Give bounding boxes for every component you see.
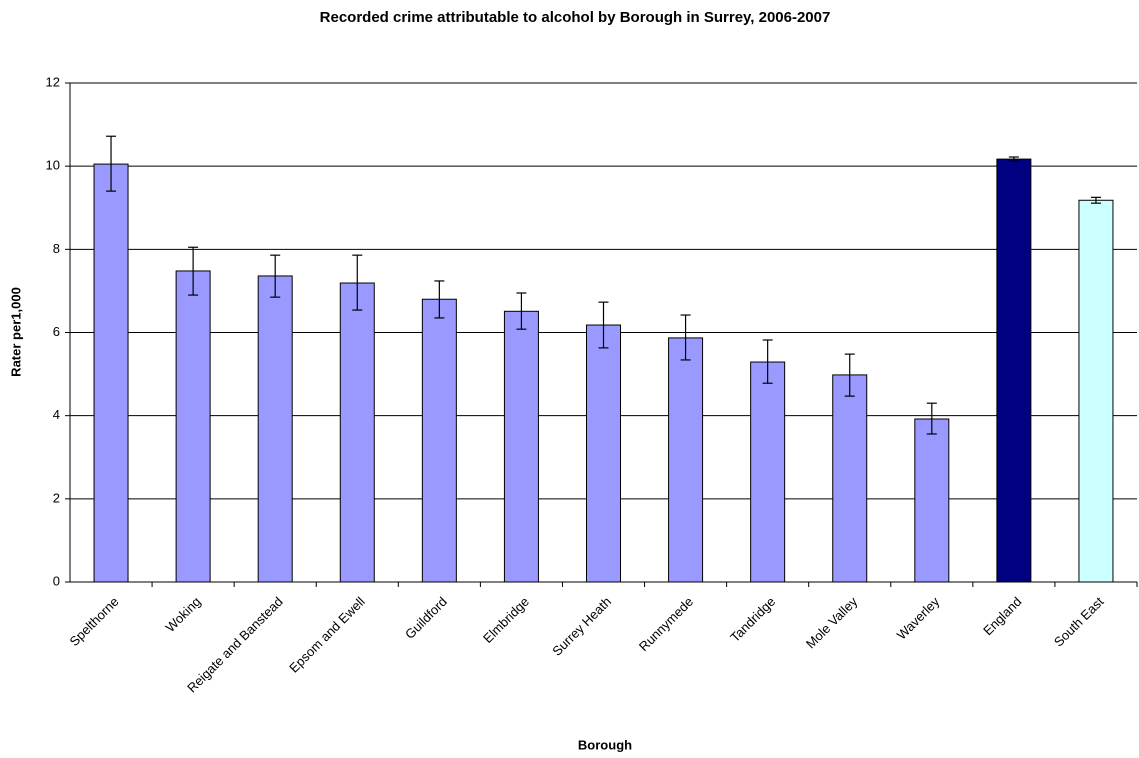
error-bar	[762, 339, 773, 384]
y-tick-label: 8	[53, 241, 60, 256]
error-bar	[188, 246, 199, 296]
x-tick-label: Runnymede	[636, 594, 696, 654]
error-bar	[106, 135, 117, 192]
x-tick-label: Elmbridge	[480, 594, 532, 646]
bar	[503, 310, 539, 583]
error-bar	[516, 292, 527, 330]
x-tick-label: Guildford	[402, 594, 450, 642]
y-tick-label: 0	[53, 573, 60, 588]
x-tick-label: Surrey Heath	[549, 594, 614, 659]
bar	[339, 282, 375, 583]
x-tick-label: Mole Valley	[803, 594, 861, 652]
bar	[257, 275, 293, 583]
error-bar	[352, 254, 363, 311]
x-tick-label: Tandridge	[727, 594, 778, 645]
bar	[996, 158, 1032, 583]
x-tick-label: South East	[1051, 594, 1107, 650]
bar	[421, 298, 457, 583]
error-bar	[926, 402, 937, 435]
bar	[668, 337, 704, 583]
x-tick-label: Epsom and Ewell	[286, 594, 368, 676]
x-tick-label: Reigate and Banstead	[184, 594, 286, 696]
y-tick-label: 2	[53, 490, 60, 505]
error-bar	[1090, 196, 1101, 204]
x-tick-label: Spelthorne	[67, 594, 122, 649]
bar	[1078, 199, 1114, 583]
bar	[832, 374, 868, 583]
error-bar	[680, 314, 691, 361]
y-tick-label: 12	[46, 74, 60, 89]
y-axis-title: Rater per1,000	[8, 287, 23, 377]
x-axis-title: Borough	[578, 737, 632, 752]
bar	[914, 418, 950, 583]
error-bar	[270, 254, 281, 298]
bar	[586, 324, 621, 583]
error-bar	[598, 301, 609, 349]
error-bar	[844, 353, 855, 397]
x-tick-label: England	[980, 594, 1024, 638]
x-tick-label: Waverley	[894, 594, 943, 643]
x-tick-label: Woking	[163, 594, 204, 635]
bar	[750, 361, 786, 583]
y-tick-label: 10	[46, 158, 60, 173]
error-bar	[434, 280, 445, 319]
y-tick-label: 4	[53, 407, 60, 422]
y-tick-label: 6	[53, 324, 60, 339]
bar	[175, 270, 211, 583]
bar	[93, 163, 129, 583]
error-bar	[1008, 156, 1019, 162]
chart-title: Recorded crime attributable to alcohol b…	[320, 9, 831, 26]
